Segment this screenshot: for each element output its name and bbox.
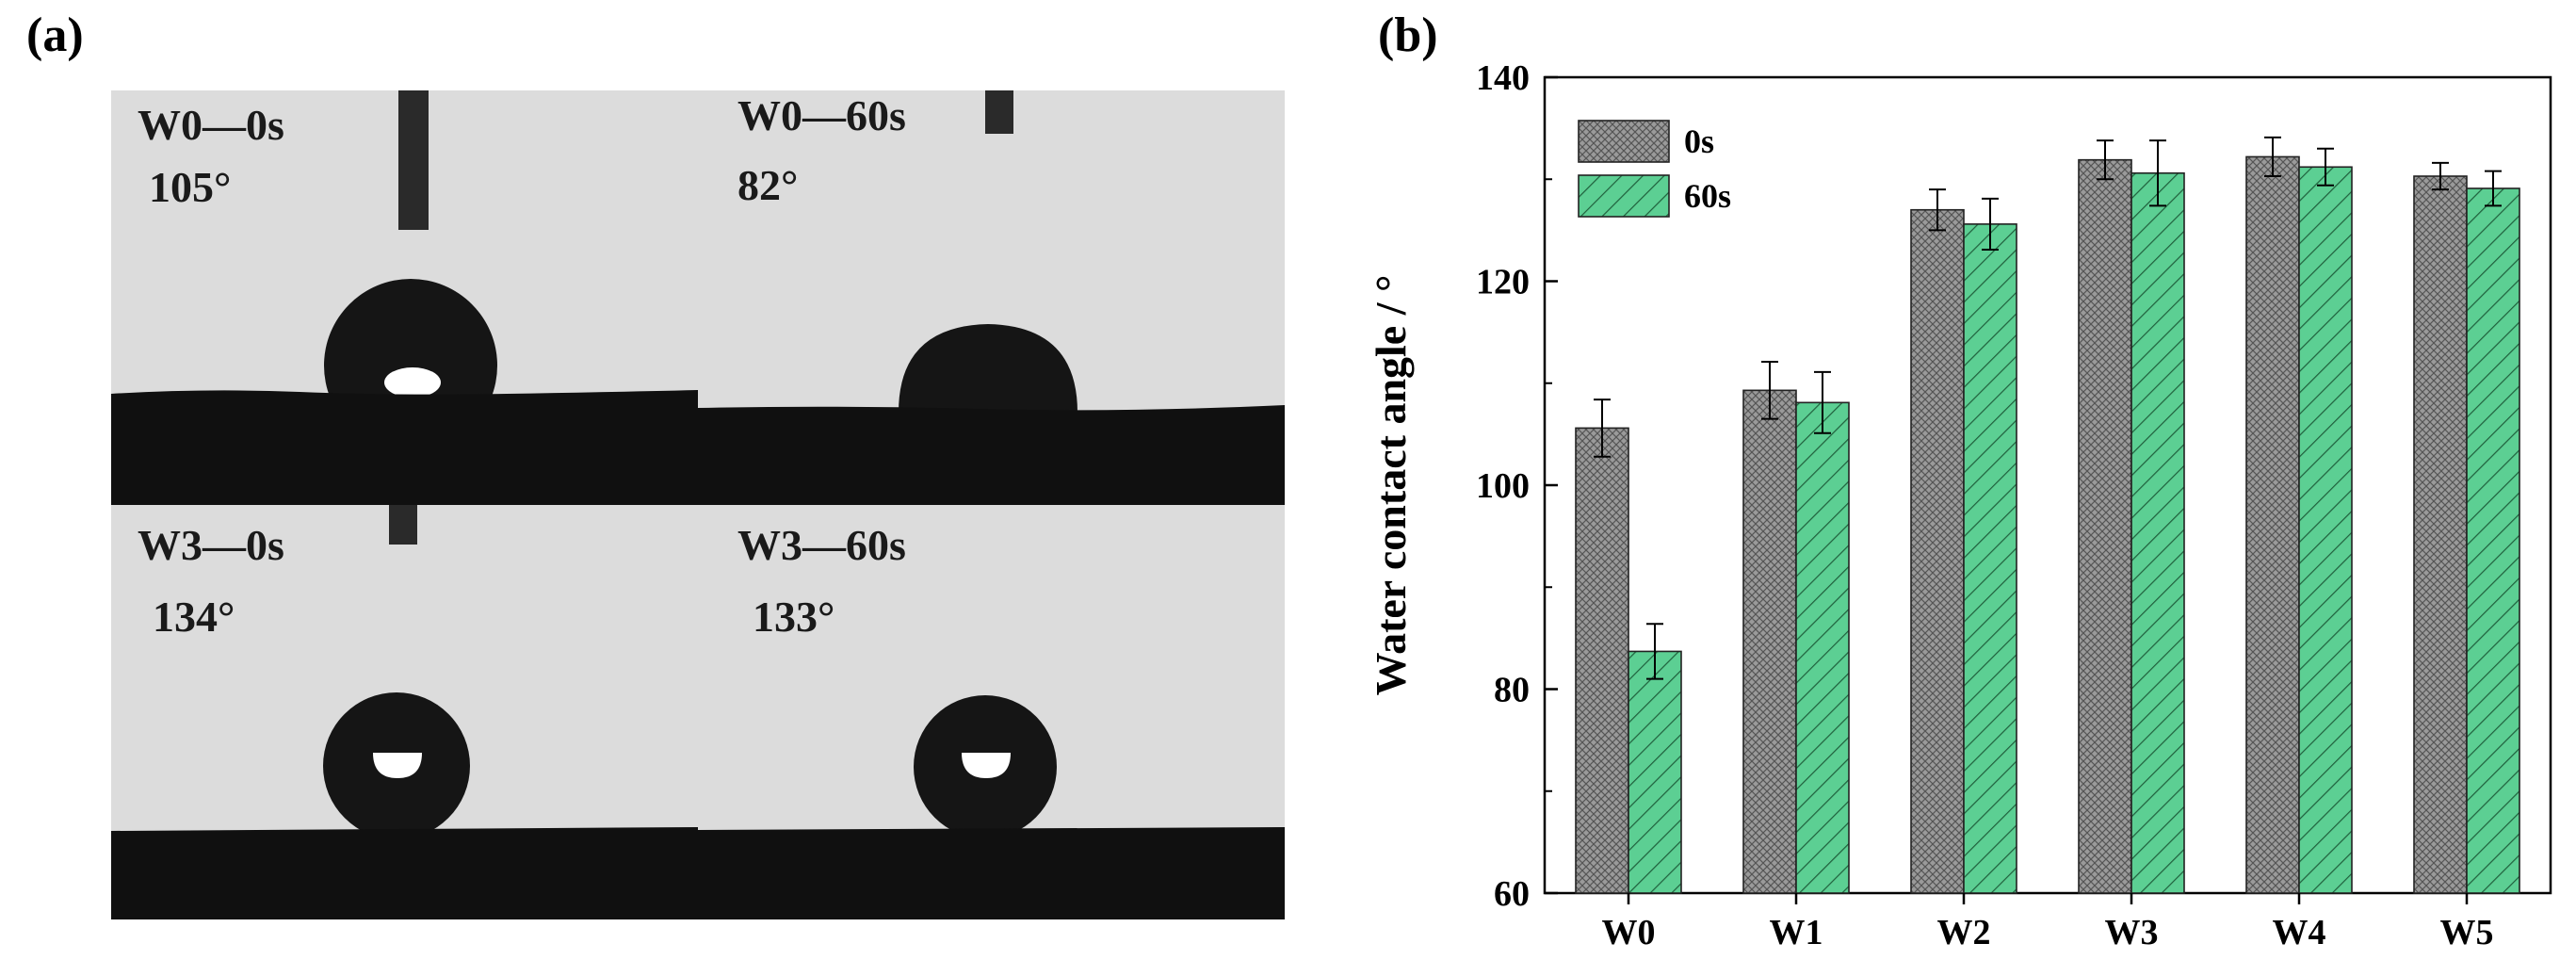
droplet-image — [111, 90, 698, 505]
panel-b-label: (b) — [1378, 8, 1438, 62]
y-tick-label: 140 — [1476, 58, 1530, 98]
photo-angle: 82° — [737, 161, 799, 209]
droplet-image — [111, 505, 698, 919]
bar-0s-W3 — [2078, 158, 2132, 894]
y-axis-title: Water contact angle / ° — [1367, 275, 1415, 696]
x-tick-label: W1 — [1770, 913, 1823, 952]
droplet-photo-w0-60s: W0—60s 82° — [698, 90, 1285, 505]
y-tick-label: 120 — [1476, 263, 1530, 302]
panel-a-label: (a) — [26, 8, 84, 62]
bar-0s-W2 — [1910, 208, 1965, 894]
bar-0s-W4 — [2245, 155, 2300, 894]
x-tick-label: W2 — [1937, 913, 1991, 952]
bar-60s-W0 — [1628, 650, 1682, 894]
photo-angle: 105° — [149, 163, 232, 211]
photo-angle: 133° — [753, 593, 835, 641]
contact-angle-bar-chart: 60 80 100 120 140 W0 W1 W2 W3 W4 W5 Water contact… — [1367, 58, 2552, 952]
y-tick-label: 100 — [1476, 466, 1530, 506]
droplet-photo-w3-0s: W3—0s 134° — [111, 505, 698, 919]
bar-0s-W0 — [1575, 427, 1629, 894]
bar-0s-W5 — [2413, 175, 2468, 894]
y-axis: 60 80 100 120 140 — [1476, 58, 1558, 914]
photo-angle: 134° — [153, 593, 235, 641]
photo-caption: W0—0s — [138, 101, 284, 149]
x-axis: W0 W1 W2 W3 W4 W5 — [1602, 893, 2494, 952]
droplet-image — [698, 505, 1285, 919]
bar-60s-W3 — [2130, 171, 2185, 894]
droplet-photo-grid: W0—0s 105° W0—60s 82° W3—0s 134° — [111, 90, 1285, 919]
legend-label-60s: 60s — [1684, 177, 1731, 215]
bar-60s-W4 — [2298, 166, 2353, 894]
y-tick-label: 60 — [1494, 874, 1530, 914]
x-tick-label: W0 — [1602, 913, 1656, 952]
droplet-image — [698, 90, 1285, 505]
photo-caption: W3—0s — [138, 521, 284, 569]
legend-swatch-0s — [1578, 120, 1670, 163]
y-tick-label: 80 — [1494, 671, 1530, 710]
droplet-photo-w3-60s: W3—60s 133° — [698, 505, 1285, 919]
x-tick-label: W4 — [2273, 913, 2326, 952]
legend-swatch-60s — [1578, 174, 1670, 218]
x-tick-label: W5 — [2440, 913, 2494, 952]
bar-60s-W5 — [2466, 187, 2520, 894]
x-tick-label: W3 — [2105, 913, 2159, 952]
bar-0s-W1 — [1742, 389, 1797, 894]
photo-caption: W0—60s — [737, 91, 906, 139]
legend-label-0s: 0s — [1684, 122, 1714, 160]
bar-60s-W2 — [1963, 223, 2017, 894]
photo-caption: W3—60s — [737, 521, 906, 569]
plot-area — [1543, 75, 2552, 895]
bar-60s-W1 — [1795, 401, 1850, 894]
droplet-photo-w0-0s: W0—0s 105° — [111, 90, 698, 505]
